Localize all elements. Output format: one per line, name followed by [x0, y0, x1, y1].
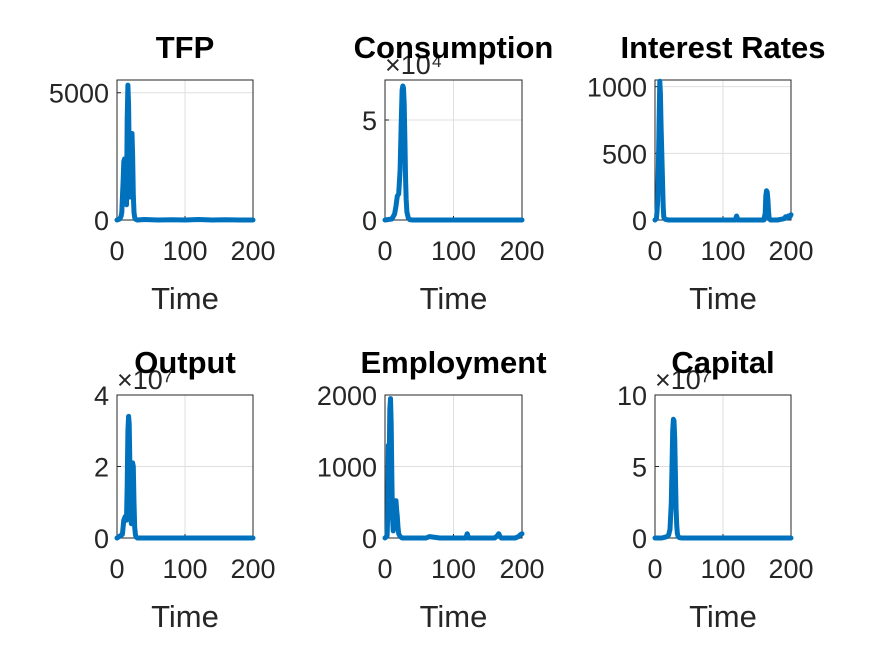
y-tick-label: 0 [362, 206, 377, 236]
x-tick-label: 0 [109, 236, 124, 266]
x-tick-label: 100 [431, 554, 476, 584]
x-axis-label: Time [420, 281, 488, 316]
x-tick-label: 100 [162, 554, 207, 584]
y-tick-label: 1000 [587, 73, 647, 103]
x-axis-label: Time [689, 599, 757, 634]
y-tick-label: 1000 [317, 453, 377, 483]
subplot-title: Consumption [354, 30, 554, 65]
x-tick-label: 200 [768, 554, 813, 584]
x-tick-label: 200 [499, 236, 544, 266]
y-tick-label: 10 [617, 381, 647, 411]
x-tick-label: 100 [700, 554, 745, 584]
x-tick-label: 200 [230, 554, 275, 584]
x-tick-label: 100 [162, 236, 207, 266]
y-tick-label: 0 [94, 524, 109, 554]
y-tick-label: 5 [362, 106, 377, 136]
subplot-0: 0 100 200 0 5000 TFP Time [49, 30, 276, 316]
x-axis-label: Time [151, 281, 219, 316]
x-tick-label: 0 [647, 236, 662, 266]
x-tick-label: 100 [431, 236, 476, 266]
subplot-title: Capital [671, 345, 774, 380]
series-line [114, 82, 256, 223]
x-axis-label: Time [420, 599, 488, 634]
y-tick-label: 5 [632, 453, 647, 483]
subplot-2: 0 100 200 0 500 1000 Interest Rates Time [587, 30, 826, 316]
x-axis-label: Time [689, 281, 757, 316]
x-tick-label: 200 [499, 554, 544, 584]
subplot-title: Employment [360, 345, 546, 380]
x-axis-label: Time [151, 599, 219, 634]
y-tick-label: 0 [632, 206, 647, 236]
y-tick-label: 2000 [317, 381, 377, 411]
x-tick-label: 100 [700, 236, 745, 266]
subplot-title: Output [134, 345, 236, 380]
x-tick-label: 0 [109, 554, 124, 584]
series-line [652, 416, 794, 541]
x-tick-label: 200 [230, 236, 275, 266]
y-tick-label: 5000 [49, 79, 109, 109]
y-tick-label: 2 [94, 453, 109, 483]
y-exponent-label: ×10⁴ [385, 50, 442, 80]
series-line [652, 78, 794, 223]
x-tick-label: 0 [377, 554, 392, 584]
x-tick-label: 200 [768, 236, 813, 266]
y-exponent-label: ×10⁷ [117, 365, 173, 395]
y-exponent-label: ×10⁷ [655, 365, 711, 395]
y-tick-label: 0 [362, 524, 377, 554]
series-line [382, 396, 525, 541]
y-tick-label: 0 [94, 206, 109, 236]
y-tick-label: 500 [602, 139, 647, 169]
series-line [382, 83, 525, 223]
x-tick-label: 0 [647, 554, 662, 584]
subplot-title: TFP [156, 30, 215, 65]
subplot-title: Interest Rates [620, 30, 825, 65]
y-tick-label: 0 [632, 524, 647, 554]
series-line [114, 413, 256, 541]
y-tick-label: 4 [94, 381, 109, 411]
x-tick-label: 0 [377, 236, 392, 266]
